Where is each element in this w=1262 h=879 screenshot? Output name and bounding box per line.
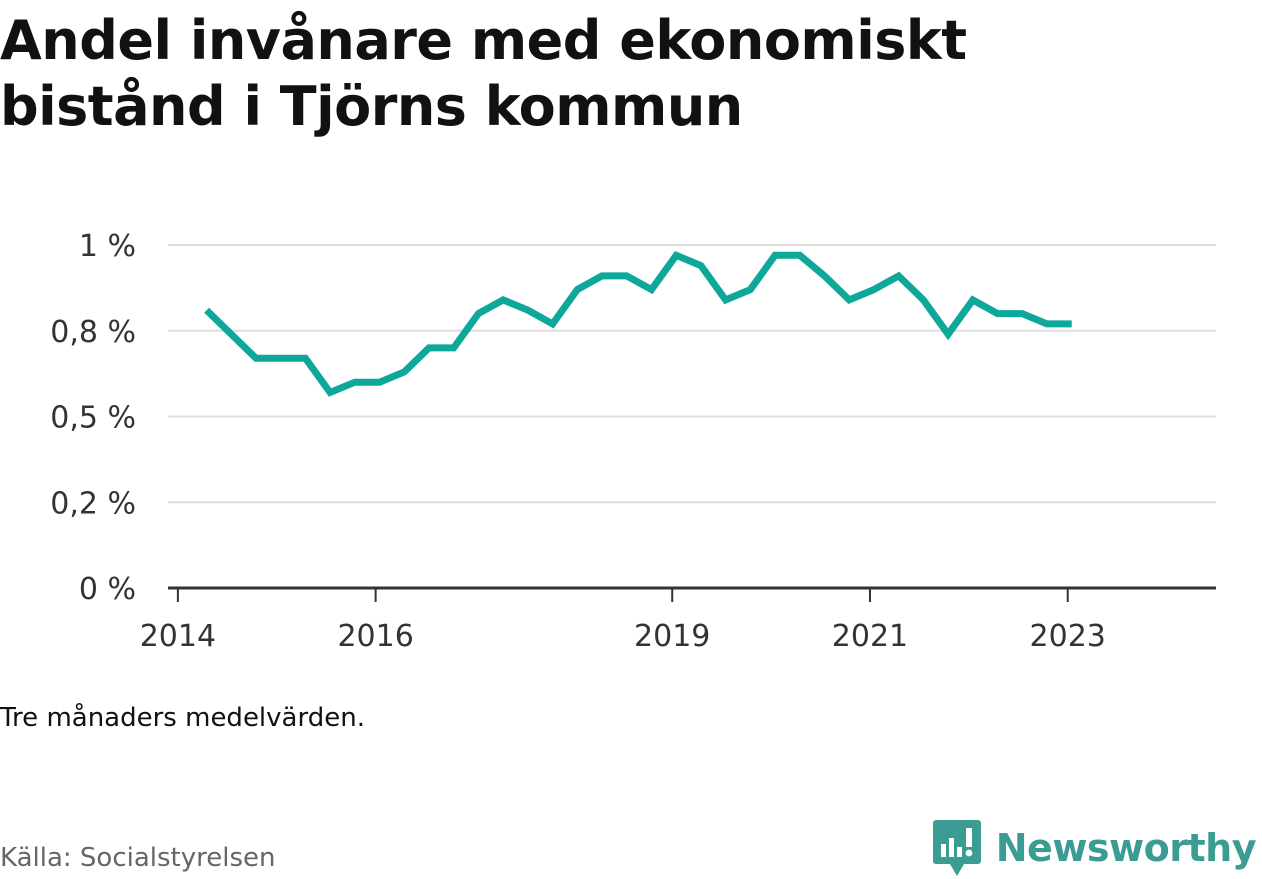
newsworthy-logo-icon	[932, 820, 981, 876]
source-text: Källa: Socialstyrelsen	[0, 843, 276, 873]
y-tick-label: 1 %	[79, 229, 136, 264]
y-tick-label: 0,8 %	[50, 315, 136, 350]
x-axis-tick-labels: 2014 2016 2019 2021 2023	[140, 619, 1106, 654]
y-axis-tick-labels: 0 % 0,2 % 0,5 % 0,8 % 1 %	[50, 229, 136, 607]
gridlines	[168, 244, 1216, 504]
x-axis	[168, 586, 1216, 602]
series-line	[204, 251, 1072, 397]
brand-logo: Newsworthy	[932, 818, 1257, 878]
y-tick-label: 0,5 %	[50, 401, 136, 436]
series-layer	[204, 251, 1072, 397]
x-tick-label: 2021	[832, 619, 908, 654]
x-tick-label: 2016	[337, 619, 413, 654]
brand-name: Newsworthy	[995, 826, 1257, 870]
chart-title: Andel invånare med ekonomiskt bistånd i …	[0, 9, 967, 138]
y-tick-label: 0 %	[79, 572, 136, 607]
x-tick-label: 2014	[140, 619, 216, 654]
x-tick-label: 2019	[634, 619, 710, 654]
x-tick-label: 2023	[1030, 619, 1106, 654]
chart-note: Tre månaders medelvärden.	[0, 703, 365, 733]
y-tick-label: 0,2 %	[50, 486, 136, 521]
